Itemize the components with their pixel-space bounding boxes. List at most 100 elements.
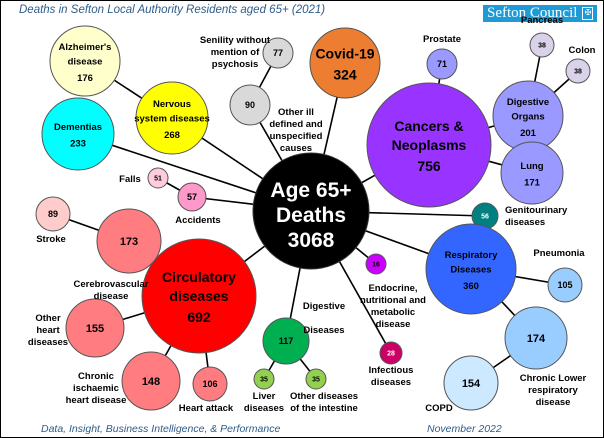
bubble-circle — [305, 368, 327, 390]
bubble-label: Liver — [253, 391, 276, 402]
bubble-circle — [366, 82, 492, 208]
center-label-line2: Deaths — [276, 204, 346, 227]
bubble-label: Covid-19 — [315, 45, 374, 61]
bubble-label: Dementias — [54, 122, 102, 133]
bubble-value: 268 — [164, 130, 180, 141]
bubble-circle — [252, 152, 370, 270]
bubble-heartattack[interactable]: 106 Heart attack — [179, 366, 234, 414]
bubble-nervous[interactable]: Nervous system diseases 268 — [134, 81, 210, 155]
bubble-label: Organs — [511, 111, 544, 122]
bubble-circle — [426, 48, 458, 80]
bubble-label: Pancreas — [521, 15, 563, 26]
bubble-label: Chronic — [78, 371, 114, 382]
bubble-label: of the intestine — [290, 403, 358, 414]
bubble-circle — [147, 167, 169, 189]
bubble-circle — [177, 182, 207, 212]
bubble-circ[interactable]: Circulatory diseases 692 — [141, 238, 257, 354]
footer-department: Data, Insight, Business Intelligence, & … — [41, 423, 281, 435]
bubble-circle — [365, 253, 387, 275]
bubble-value: 117 — [279, 336, 294, 346]
bubble-label: Prostate — [423, 34, 461, 45]
bubble-digorg[interactable]: Digestive Organs 201 — [492, 80, 564, 152]
bubble-label: ischaemic — [73, 383, 119, 394]
bubble-label: Diseases — [303, 325, 344, 336]
bubble-circle — [547, 267, 583, 303]
center-value: 3068 — [288, 229, 335, 252]
bubble-falls[interactable]: 51 Falls — [119, 167, 169, 189]
bubble-colon[interactable]: 38 Colon — [565, 45, 596, 84]
bubble-circle — [121, 351, 181, 411]
bubble-label: COPD — [425, 403, 453, 414]
bubble-stroke[interactable]: 89 Stroke — [35, 196, 71, 245]
bubble-label: Respiratory — [445, 250, 499, 261]
bubble-prostate[interactable]: 71 Prostate — [423, 34, 461, 80]
bubble-circle — [41, 97, 115, 171]
bubble-accidents[interactable]: 57 Accidents — [175, 182, 221, 226]
bubble-label: Cancers & — [394, 118, 463, 134]
bubble-label: Infectious — [369, 365, 414, 376]
bubble-pancreas[interactable]: 38 Pancreas — [521, 15, 563, 58]
bubble-label: nutritional and — [360, 295, 426, 306]
bubble-dementias[interactable]: Dementias 233 — [41, 97, 115, 171]
bubble-circle — [96, 208, 162, 274]
bubble-value: 360 — [463, 281, 479, 292]
bubble-label: psychosis — [212, 59, 258, 70]
center-label-line1: Age 65+ — [270, 179, 351, 202]
bubble-alz[interactable]: Alzheimer's disease 176 — [49, 25, 121, 97]
bubble-resp[interactable]: Respiratory Diseases 360 — [425, 223, 517, 315]
bubble-value: 148 — [142, 376, 160, 388]
bubble-label: Senility without — [200, 35, 271, 46]
bubble-copd[interactable]: 154 COPD — [425, 355, 499, 414]
bubble-label: Other ill — [278, 107, 314, 118]
bubble-value: 89 — [48, 209, 58, 219]
bubble-circle — [65, 298, 125, 358]
bubble-label: heart — [36, 325, 60, 336]
bubble-endo[interactable]: 16 Endocrine,nutritional andmetabolicdise… — [360, 253, 426, 330]
bubble-value: 56 — [481, 213, 489, 220]
bubble-cancers[interactable]: Cancers & Neoplasms 756 — [366, 82, 492, 208]
bubble-label: respiratory — [528, 385, 578, 396]
brand-text: Sefton Council — [487, 5, 578, 21]
bubble-label: heart disease — [66, 395, 127, 406]
bubble-value: 105 — [557, 280, 572, 290]
bubble-digest[interactable]: 117 Digestive Diseases — [262, 301, 345, 365]
bubble-label: Falls — [119, 174, 141, 185]
bubble-circle — [379, 341, 403, 365]
bubble-label: Accidents — [175, 215, 220, 226]
bubble-value: 90 — [245, 100, 255, 110]
bubble-lung[interactable]: Lung 171 — [500, 141, 564, 205]
bubble-label: Circulatory — [162, 269, 236, 285]
bubble-label: Digestive — [303, 301, 345, 312]
bubble-value: 155 — [86, 323, 104, 335]
bubble-value: 324 — [333, 66, 357, 82]
bubble-label: disease — [94, 291, 129, 302]
bubble-circle — [565, 58, 591, 84]
bubble-circle — [309, 27, 381, 99]
crest-icon: ✠ — [582, 7, 594, 20]
bubble-label: disease — [536, 397, 571, 408]
bubble-covid[interactable]: Covid-19 324 — [309, 27, 381, 99]
bubble-label: system diseases — [134, 113, 210, 124]
bubble-value: 71 — [437, 59, 447, 69]
bubble-pneu[interactable]: 105 Pneumonia — [533, 248, 585, 303]
bubble-value: 176 — [77, 73, 93, 84]
bubble-label: Endocrine, — [368, 283, 417, 294]
bubble-circle — [262, 317, 310, 365]
bubble-value: 35 — [312, 376, 320, 383]
bubble-label: diseases — [244, 403, 284, 414]
bubble-label: Neoplasms — [392, 137, 467, 153]
bubble-label: diseases — [169, 288, 228, 304]
